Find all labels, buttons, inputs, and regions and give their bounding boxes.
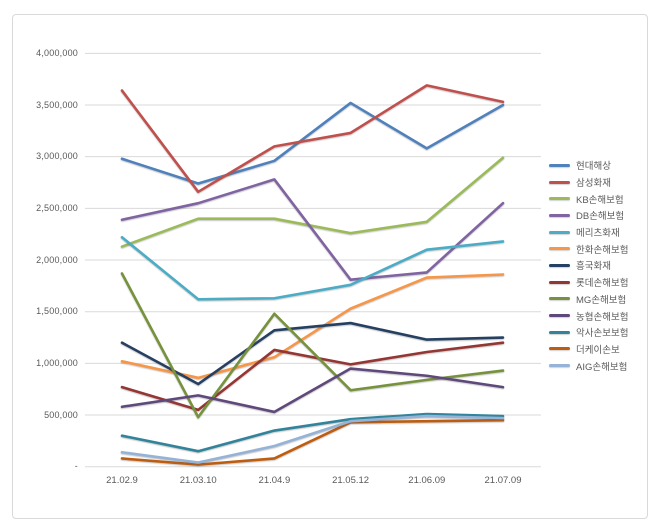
- series-line-더케이손보: [120, 418, 505, 466]
- legend-label: 흥국화재: [576, 261, 611, 273]
- legend-label: 현대해상: [576, 161, 611, 173]
- chart-frame: [12, 14, 648, 519]
- legend-line-swatch: [549, 364, 570, 368]
- legend-line-swatch: [549, 347, 570, 351]
- legend-label: MG손해보험: [576, 294, 627, 306]
- legend-item-KB손해보험: KB손해보험: [549, 190, 628, 207]
- legend-label: KB손해보험: [576, 194, 624, 206]
- series-line-DB손해보험: [120, 178, 505, 281]
- y-axis-tick-label: 2,500,000: [36, 202, 78, 213]
- legend-item-악사손보보험: 악사손보보험: [549, 324, 628, 341]
- series-line-한화손해보험: [120, 273, 505, 380]
- series-line-악사손보보험: [120, 412, 505, 453]
- legend-label: DB손해보험: [576, 211, 625, 223]
- legend-line-swatch: [549, 314, 570, 318]
- y-axis-tick-label: 1,500,000: [36, 306, 78, 317]
- series-line-MG손해보험: [120, 272, 505, 419]
- series-line-흥국화재: [120, 321, 505, 386]
- legend-label: 더케이손보: [576, 344, 620, 356]
- legend-label: 농협손해보험: [576, 311, 629, 323]
- legend-label: 롯데손해보험: [576, 278, 629, 290]
- legend-item-농협손해보험: 농협손해보험: [549, 307, 628, 324]
- legend-item-DB손해보험: DB손해보험: [549, 207, 628, 224]
- legend-line-swatch: [549, 247, 570, 251]
- x-axis-tick-label: 21.07.09: [484, 475, 522, 486]
- x-axis-tick-label: 21.04.9: [258, 475, 291, 486]
- legend-line-swatch: [549, 163, 570, 167]
- x-axis-tick-label: 21.03.10: [179, 475, 217, 486]
- legend-label: 악사손보보험: [576, 328, 629, 340]
- y-axis-tick-label: 500,000: [44, 409, 78, 420]
- y-axis-tick-label: 1,000,000: [36, 357, 78, 368]
- legend-line-swatch: [549, 297, 570, 301]
- legend-item-삼성화재: 삼성화재: [549, 174, 628, 191]
- legend-item-MG손해보험: MG손해보험: [549, 291, 628, 308]
- legend-item-한화손해보험: 한화손해보험: [549, 240, 628, 257]
- legend-line-swatch: [549, 230, 570, 234]
- x-axis-tick-label: 21.05.12: [332, 475, 370, 486]
- legend-item-현대해상: 현대해상: [549, 157, 628, 174]
- x-axis-tick-label: 21.02.9: [106, 475, 138, 486]
- series-line-롯데손해보험: [120, 341, 505, 412]
- legend-line-swatch: [549, 263, 570, 267]
- y-axis-tick-label: 3,500,000: [36, 99, 78, 110]
- x-axis-tick-label: 21.06.09: [408, 475, 446, 486]
- series-line-AIG손해보험: [120, 414, 505, 464]
- legend-label: AIG손해보험: [576, 361, 628, 373]
- legend-item-흥국화재: 흥국화재: [549, 257, 628, 274]
- y-axis-tick-label: 4,000,000: [36, 47, 78, 58]
- legend-line-swatch: [549, 197, 570, 201]
- legend-label: 메리츠화재: [576, 228, 620, 240]
- series-line-메리츠화재: [120, 235, 505, 301]
- series-line-삼성화재: [120, 84, 505, 194]
- legend-line-swatch: [549, 213, 570, 217]
- legend-line-swatch: [549, 280, 570, 284]
- y-axis-tick-label: 2,000,000: [36, 254, 78, 265]
- legend-item-AIG손해보험: AIG손해보험: [549, 357, 628, 374]
- series-line-농협손해보험: [120, 367, 505, 414]
- series-line-KB손해보험: [120, 156, 505, 248]
- y-axis-tick-label: 3,000,000: [36, 151, 78, 162]
- legend-line-swatch: [549, 180, 570, 184]
- legend-line-swatch: [549, 330, 570, 334]
- series-line-현대해상: [120, 101, 505, 185]
- y-axis-tick-label: -: [74, 461, 78, 472]
- legend-item-메리츠화재: 메리츠화재: [549, 224, 628, 241]
- legend-item-롯데손해보험: 롯데손해보험: [549, 274, 628, 291]
- legend-label: 삼성화재: [576, 178, 611, 190]
- legend-label: 한화손해보험: [576, 244, 629, 256]
- legend-item-더케이손보: 더케이손보: [549, 341, 628, 358]
